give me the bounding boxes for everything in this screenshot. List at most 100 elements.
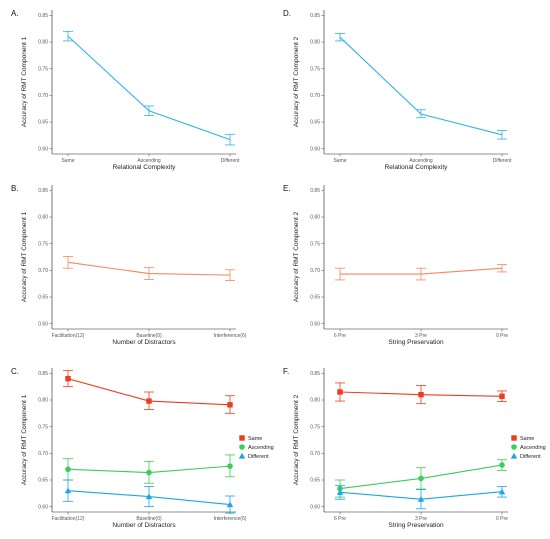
legend-key [510,452,518,459]
y-tick-label: 0.60 [38,504,48,510]
x-axis-title: Number of Distractors [112,339,176,346]
x-tick-label: Interference(6) [214,516,247,522]
y-tick-label: 0.80 [310,215,320,221]
y-axis-title: Accuracy of RMT Component 1 [21,211,28,302]
y-tick-label: 0.65 [38,295,48,301]
legend-key [238,452,246,459]
y-tick-label: 0.70 [38,93,48,99]
y-tick-label: 0.80 [38,40,48,46]
y-tick-label: 0.75 [310,241,320,247]
y-tick-label: 0.65 [38,120,48,126]
chart-panel: C. 0.60 0.65 0.70 0.75 0.80 0.85 Facilitation(1… [11,367,274,529]
y-tick-label: 0.70 [310,451,320,457]
y-tick-label: 0.80 [38,398,48,404]
x-tick-label: Baseline(0) [136,333,162,339]
data-point [418,391,424,398]
y-tick-label: 0.85 [310,188,320,194]
x-tick-label: Same [61,158,74,164]
legend-label: Same [520,436,534,442]
y-axis-title: Accuracy of RMT Component 2 [293,36,300,127]
y-tick-label: 0.80 [310,398,320,404]
y-tick-label: 0.70 [310,268,320,274]
chart-panel: E. 0.60 0.65 0.70 0.75 0.80 0.85 6 Pre 3 Pre 0 Pr… [283,184,508,346]
legend-label: Different [248,454,269,460]
data-point [146,398,152,404]
data-point [417,496,425,502]
y-axis-title: Accuracy of RMT Component 1 [21,36,28,127]
x-tick-label: 3 Pre [415,333,427,339]
y-tick-label: 0.70 [310,93,320,99]
y-tick-label: 0.65 [310,120,320,126]
x-tick-label: Baseline(0) [136,516,162,522]
x-axis-title: Relational Complexity [385,164,449,171]
y-tick-label: 0.80 [38,215,48,221]
x-tick-label: Ascending [409,158,433,164]
x-axis-title: Number of Distractors [112,522,176,529]
legend-label: Different [520,454,541,460]
legend-key [511,444,517,450]
legend-key [239,435,245,441]
y-tick-label: 0.80 [310,40,320,46]
data-point [227,463,233,469]
x-tick-label: 0 Pre [496,333,508,339]
y-tick-label: 0.60 [310,321,320,327]
y-axis-title: Accuracy of RMT Component 2 [293,394,300,485]
series-line [339,36,503,136]
panel-label: B. [11,184,19,193]
data-point [64,487,72,494]
y-tick-label: 0.75 [38,241,48,247]
x-tick-label: Interference(6) [214,333,247,339]
x-axis-title: Relational Complexity [113,164,177,171]
panel-label: F. [283,367,289,376]
y-tick-label: 0.75 [38,66,48,72]
panel-label: D. [283,9,291,18]
y-tick-label: 0.65 [310,295,320,301]
y-tick-label: 0.75 [38,424,48,430]
y-tick-label: 0.70 [38,451,48,457]
legend-label: Same [248,436,262,442]
x-tick-label: Ascending [137,158,161,164]
panel-label: A. [11,9,19,18]
y-axis-title: Accuracy of RMT Component 2 [293,211,300,302]
data-point [227,402,233,408]
y-tick-label: 0.75 [310,66,320,72]
y-tick-label: 0.85 [310,371,320,377]
panel-label: E. [283,184,291,193]
x-tick-label: 0 Pre [496,516,508,522]
legend-key [511,435,517,441]
y-tick-label: 0.65 [38,478,48,484]
x-tick-label: Facilitation(12) [52,516,85,522]
y-axis-title: Accuracy of RMT Component 1 [21,394,28,485]
chart-panel: B. 0.60 0.65 0.70 0.75 0.80 0.85 Facilitation(1… [11,184,247,346]
data-point [499,462,505,468]
chart-panel: A. 0.60 0.65 0.70 0.75 0.80 0.85 Same Ascending D… [11,9,240,171]
legend-label: Ascending [520,445,546,451]
data-point [418,475,424,482]
y-tick-label: 0.85 [38,188,48,194]
y-tick-label: 0.60 [310,146,320,152]
data-point [145,493,153,500]
x-tick-label: Different [493,158,512,164]
data-point [65,375,71,382]
y-tick-label: 0.85 [38,13,48,19]
data-point [226,501,234,508]
y-tick-label: 0.60 [38,321,48,327]
x-tick-label: 6 Pre [334,516,346,522]
x-tick-label: Same [333,158,346,164]
y-tick-label: 0.60 [310,504,320,510]
data-point [146,469,152,476]
y-tick-label: 0.70 [38,268,48,274]
y-tick-label: 0.85 [310,13,320,19]
data-point [337,389,343,395]
x-tick-label: Different [221,158,240,164]
data-point [65,466,71,473]
data-point [499,393,505,399]
chart-panel: D. 0.60 0.65 0.70 0.75 0.80 0.85 Same Ascending D… [283,9,512,171]
data-point [498,488,506,495]
y-tick-label: 0.60 [38,146,48,152]
chart-panel: F. 0.60 0.65 0.70 0.75 0.80 0.85 6 Pre 3 Pre 0 Pr… [283,367,546,529]
y-tick-label: 0.75 [310,424,320,430]
x-axis-title: String Preservation [388,339,444,346]
data-point [336,489,344,495]
